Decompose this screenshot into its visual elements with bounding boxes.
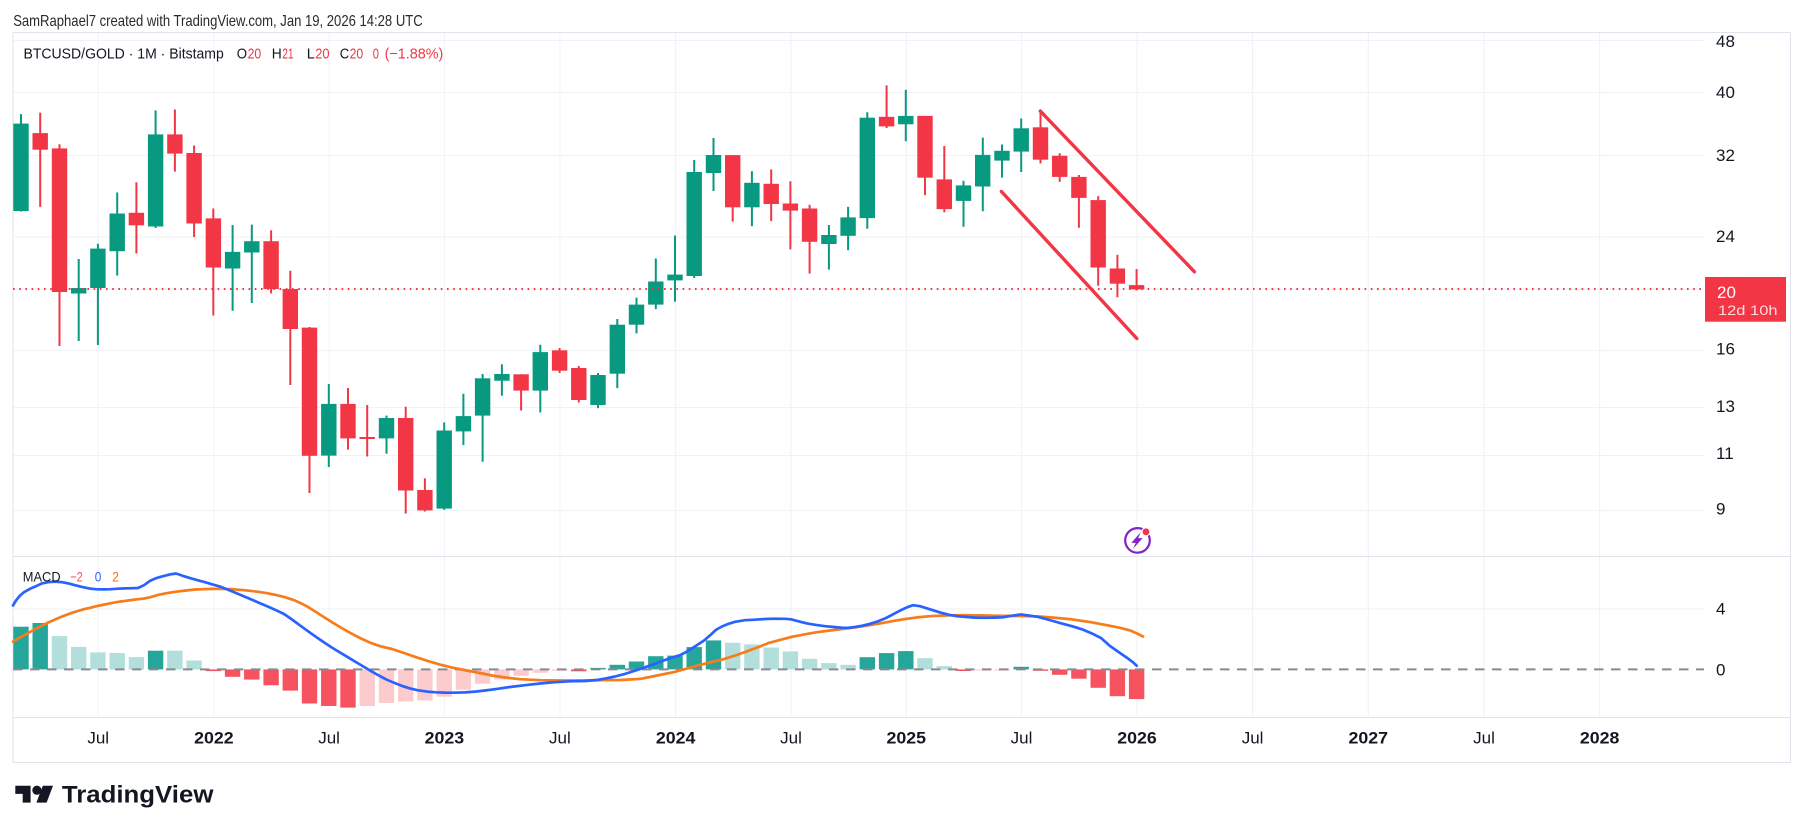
svg-text:0: 0: [95, 569, 102, 585]
svg-text:0: 0: [373, 46, 379, 63]
svg-text:16: 16: [1716, 340, 1735, 359]
svg-text:MACD: MACD: [23, 569, 61, 585]
svg-text:13: 13: [1716, 397, 1735, 416]
svg-text:2025: 2025: [887, 729, 927, 748]
svg-text:Jul: Jul: [1242, 729, 1264, 748]
svg-text:C: C: [340, 46, 350, 63]
svg-text:Jul: Jul: [87, 729, 109, 748]
svg-text:BTCUSD/GOLD · 1M · Bitstamp: BTCUSD/GOLD · 1M · Bitstamp: [24, 46, 224, 63]
svg-text:2026: 2026: [1117, 729, 1157, 748]
svg-text:2028: 2028: [1580, 729, 1620, 748]
svg-text:2024: 2024: [656, 729, 696, 748]
svg-text:9: 9: [1716, 500, 1725, 519]
svg-text:H: H: [272, 46, 282, 63]
svg-text:12d 10h: 12d 10h: [1718, 302, 1778, 318]
svg-text:40: 40: [1716, 83, 1735, 102]
svg-text:20: 20: [350, 46, 364, 63]
svg-text:11: 11: [1716, 444, 1734, 463]
svg-text:2023: 2023: [425, 729, 465, 748]
svg-text:48: 48: [1716, 32, 1735, 51]
svg-text:0: 0: [1716, 661, 1725, 680]
svg-text:2: 2: [112, 569, 119, 585]
svg-text:20: 20: [315, 46, 329, 63]
svg-text:Jul: Jul: [1473, 729, 1495, 748]
svg-text:O: O: [237, 46, 247, 63]
svg-text:20: 20: [248, 46, 262, 63]
svg-text:2027: 2027: [1349, 729, 1389, 748]
svg-text:21: 21: [282, 46, 293, 63]
svg-text:32: 32: [1716, 146, 1735, 165]
svg-text:(−1.88%): (−1.88%): [385, 46, 444, 63]
svg-text:20: 20: [1717, 283, 1736, 302]
svg-text:Jul: Jul: [549, 729, 571, 748]
svg-text:Jul: Jul: [1011, 729, 1033, 748]
svg-text:24: 24: [1716, 227, 1735, 246]
svg-text:L: L: [307, 46, 315, 63]
svg-text:Jul: Jul: [318, 729, 340, 748]
svg-text:SamRaphael7 created with Tradi: SamRaphael7 created with TradingView.com…: [13, 13, 423, 30]
svg-text:TradingView: TradingView: [62, 781, 214, 808]
svg-text:4: 4: [1716, 600, 1725, 619]
svg-text:2022: 2022: [194, 729, 234, 748]
svg-text:−2: −2: [70, 569, 83, 585]
svg-text:Jul: Jul: [780, 729, 802, 748]
